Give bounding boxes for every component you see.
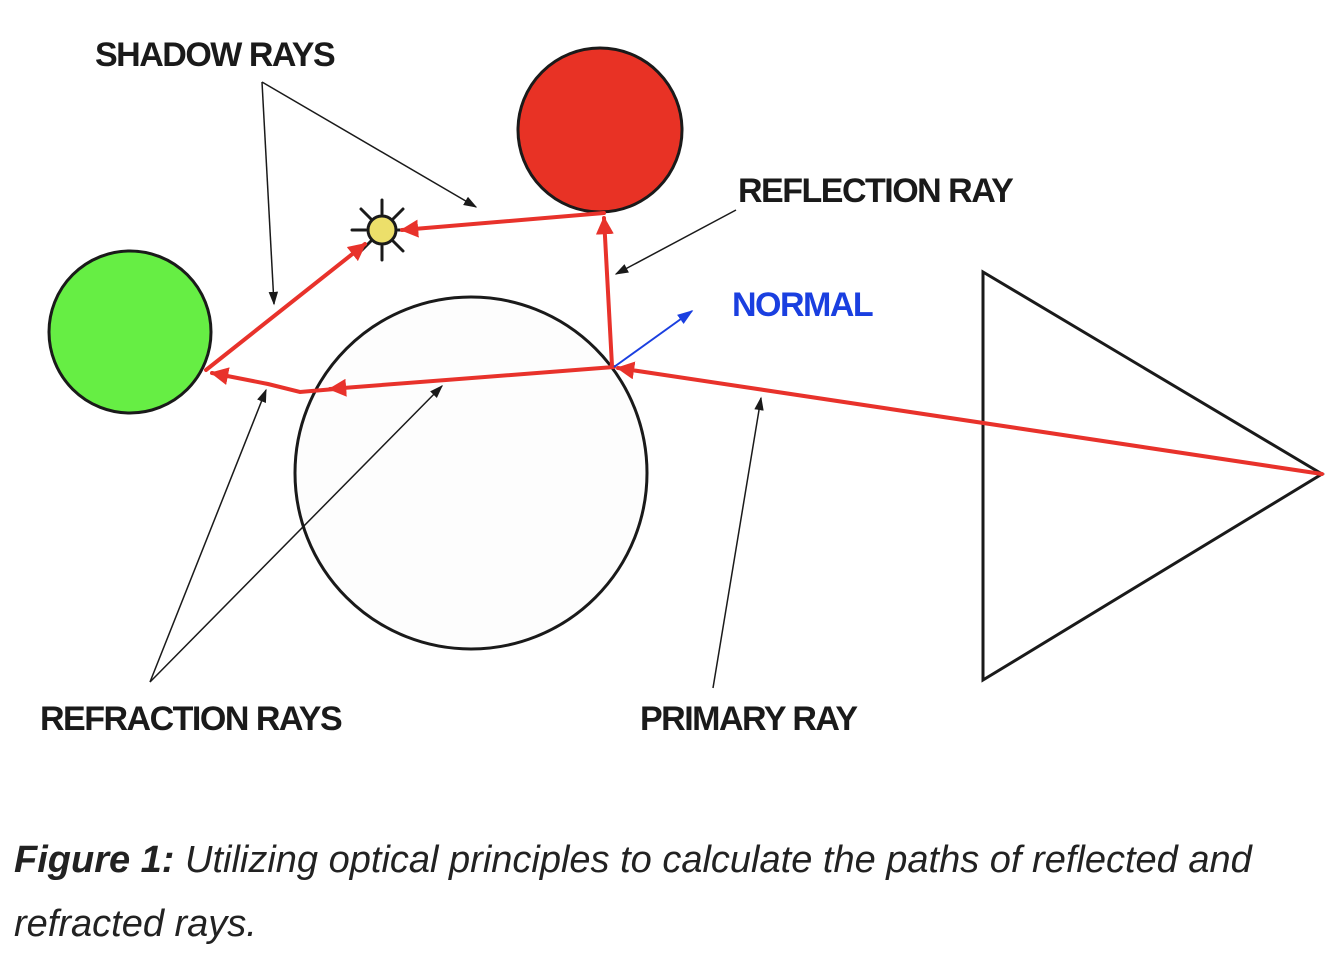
glass-sphere <box>293 295 649 651</box>
primary-leader <box>712 396 764 689</box>
figure-caption: Figure 1: Utilizing optical principles t… <box>14 828 1314 956</box>
refraction-leader-1 <box>149 388 267 683</box>
reflection-ray-label: REFLECTION RAY <box>738 172 1014 210</box>
ray-tracing-diagram: SHADOW RAYS REFLECTION RAY NORMAL REFRAC… <box>40 36 1325 738</box>
shadow-ray-green <box>204 242 367 372</box>
refraction-ray-inner <box>328 365 616 397</box>
shadow-leader-1 <box>261 81 279 306</box>
refraction-rays-label: REFRACTION RAYS <box>40 700 342 738</box>
reflection-ray <box>595 216 614 368</box>
camera-triangle <box>981 269 1325 683</box>
refraction-leader-2 <box>149 385 443 683</box>
shadow-ray-red <box>400 211 606 238</box>
sun-icon <box>350 198 414 262</box>
primary-ray-label: PRIMARY RAY <box>640 700 858 738</box>
green-sphere <box>47 249 213 415</box>
caption-text: Utilizing optical principles to calculat… <box>14 839 1252 945</box>
normal-vector <box>613 310 694 368</box>
reflection-leader <box>614 209 737 275</box>
red-sphere <box>516 46 684 214</box>
refraction-ray-outer <box>210 367 337 395</box>
normal-label: NORMAL <box>732 286 873 324</box>
shadow-rays-label: SHADOW RAYS <box>95 36 335 74</box>
primary-ray <box>616 361 1324 476</box>
shadow-leader-2 <box>261 81 478 208</box>
caption-prefix: Figure 1: <box>14 839 175 881</box>
